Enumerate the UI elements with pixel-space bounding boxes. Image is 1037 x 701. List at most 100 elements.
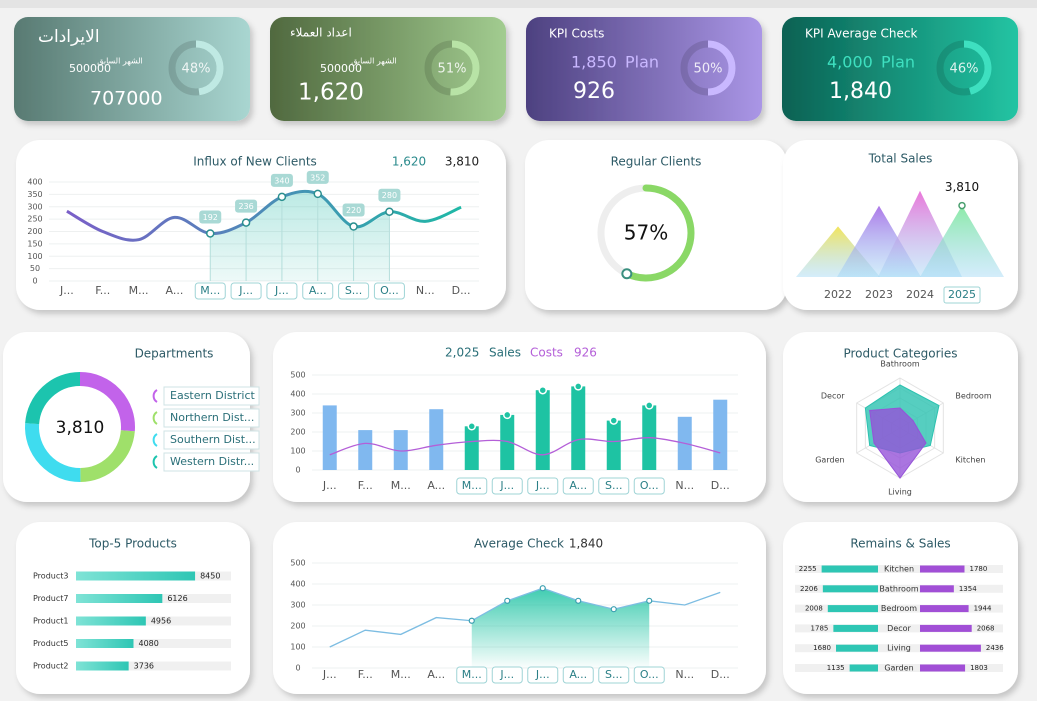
data-label: 192 [203,213,218,222]
slicer-box [562,477,594,495]
bar [920,624,972,632]
kpi-card-bg [782,17,1018,121]
x-tick-label: O... [640,668,659,681]
x-tick-label: M... [200,284,220,297]
x-tick-label: A... [427,668,445,681]
chart-title: Product Categories [843,347,957,361]
bar [606,420,621,470]
data-label: 220 [346,206,361,215]
slicer-box [266,282,298,300]
slicer-box [230,282,262,300]
label-box [378,188,401,202]
category-label: Kitchen [884,565,914,574]
category-label: Garden [884,664,913,673]
chart-card: 2,025 Sales Costs 926 0 100 200 300 400 500 J... F.… [273,332,766,502]
chart-title: Regular Clients [611,155,702,169]
bar [429,409,444,470]
data-label: 2206 [800,585,818,593]
point [349,222,358,231]
axis-label: Kitchen [955,456,985,465]
axis-label: Bedroom [955,392,991,401]
legend-label: Costs [530,346,563,360]
x-tick-label: 2023 [865,288,893,301]
point [646,597,653,604]
kpi-prev: 500000 [320,62,362,75]
data-label: 1785 [811,624,829,632]
y-tick-label: 300 [290,409,305,418]
y-tick-label: 100 [290,447,305,456]
chart-title: Total Sales [868,152,933,166]
radar-area [869,407,927,479]
kpi-value: 926 [573,79,615,104]
chart-card: Remains & Sales 2255 Kitchen 1780 2206 Bathro… [783,522,1018,694]
bar [822,585,878,593]
chart-title: Influx of New Clients [193,155,317,169]
y-tick-label: 150 [27,239,42,248]
kpi-prev: 500000 [69,62,111,75]
point [539,585,546,592]
data-label: 280 [382,191,397,200]
y-tick-label: 500 [290,559,305,568]
chart-card: Total Sales 2022 2023 2024 2025 3,810 [783,140,1018,310]
kpi-ring [195,40,224,96]
y-tick-label: Product5 [33,639,68,648]
x-tick-label: D... [452,284,471,297]
x-tick-label: N... [416,284,435,297]
bar [76,594,163,603]
kpi-title: الايرادات [38,27,100,47]
kpi-card-bg [14,17,250,121]
x-tick-label: D... [711,479,730,492]
y-tick-label: 300 [290,601,305,610]
category-label: Decor [887,624,911,633]
point [504,597,511,604]
y-tick-label: 0 [32,277,37,286]
x-tick-label: 2024 [906,288,934,301]
row-track [795,664,1003,672]
bar [76,571,196,581]
kpi-plan: 4,000 [827,53,873,72]
bar [571,386,586,470]
bar [358,430,373,470]
y-tick-label: 400 [290,580,305,589]
slicer-box [456,477,488,495]
data-label: 1803 [970,664,988,672]
data-label: 6126 [167,594,187,603]
slicer-box [491,666,523,684]
point [313,189,322,199]
bar [920,565,965,573]
kpi-card-bg [270,17,506,121]
x-tick-label: N... [675,668,694,681]
x-tick-label: J... [535,668,550,681]
slicer-box [527,666,559,684]
kpi-value: 707000 [90,88,163,110]
x-tick-label: 2025 [948,288,976,301]
kpi-prev-label: الشهر السابق [97,57,143,66]
donut-segment [79,372,135,432]
kpi-title: KPI Average Check [805,27,918,41]
x-tick-label: J... [322,668,337,681]
kpi-pct: 51% [438,62,467,77]
slicer-box [491,477,523,495]
card-bg [16,522,250,694]
legend-marker [152,411,158,425]
legend-box [163,452,260,472]
legend-box [163,386,260,406]
y-tick-label: 400 [290,390,305,399]
x-tick-label: F... [95,284,110,297]
x-tick-label: J... [499,479,514,492]
point [385,207,394,216]
x-tick-label: M... [391,668,411,681]
legend-marker [152,389,158,403]
x-tick-label: J... [535,479,550,492]
y-tick-label: 0 [295,664,300,673]
slicer-box [598,666,630,684]
bar-track [76,616,231,626]
chart-card: Top-5 Products Product3 8450 Product7 6126 Pr… [16,522,250,694]
x-tick-label: M... [391,479,411,492]
slicer-box [194,282,226,300]
bar [849,664,878,672]
y-tick-label: Product2 [33,662,68,671]
y-tick-label: Product7 [33,594,68,603]
data-label: 1944 [974,605,992,613]
chart-card: Regular Clients 57% [525,140,787,310]
